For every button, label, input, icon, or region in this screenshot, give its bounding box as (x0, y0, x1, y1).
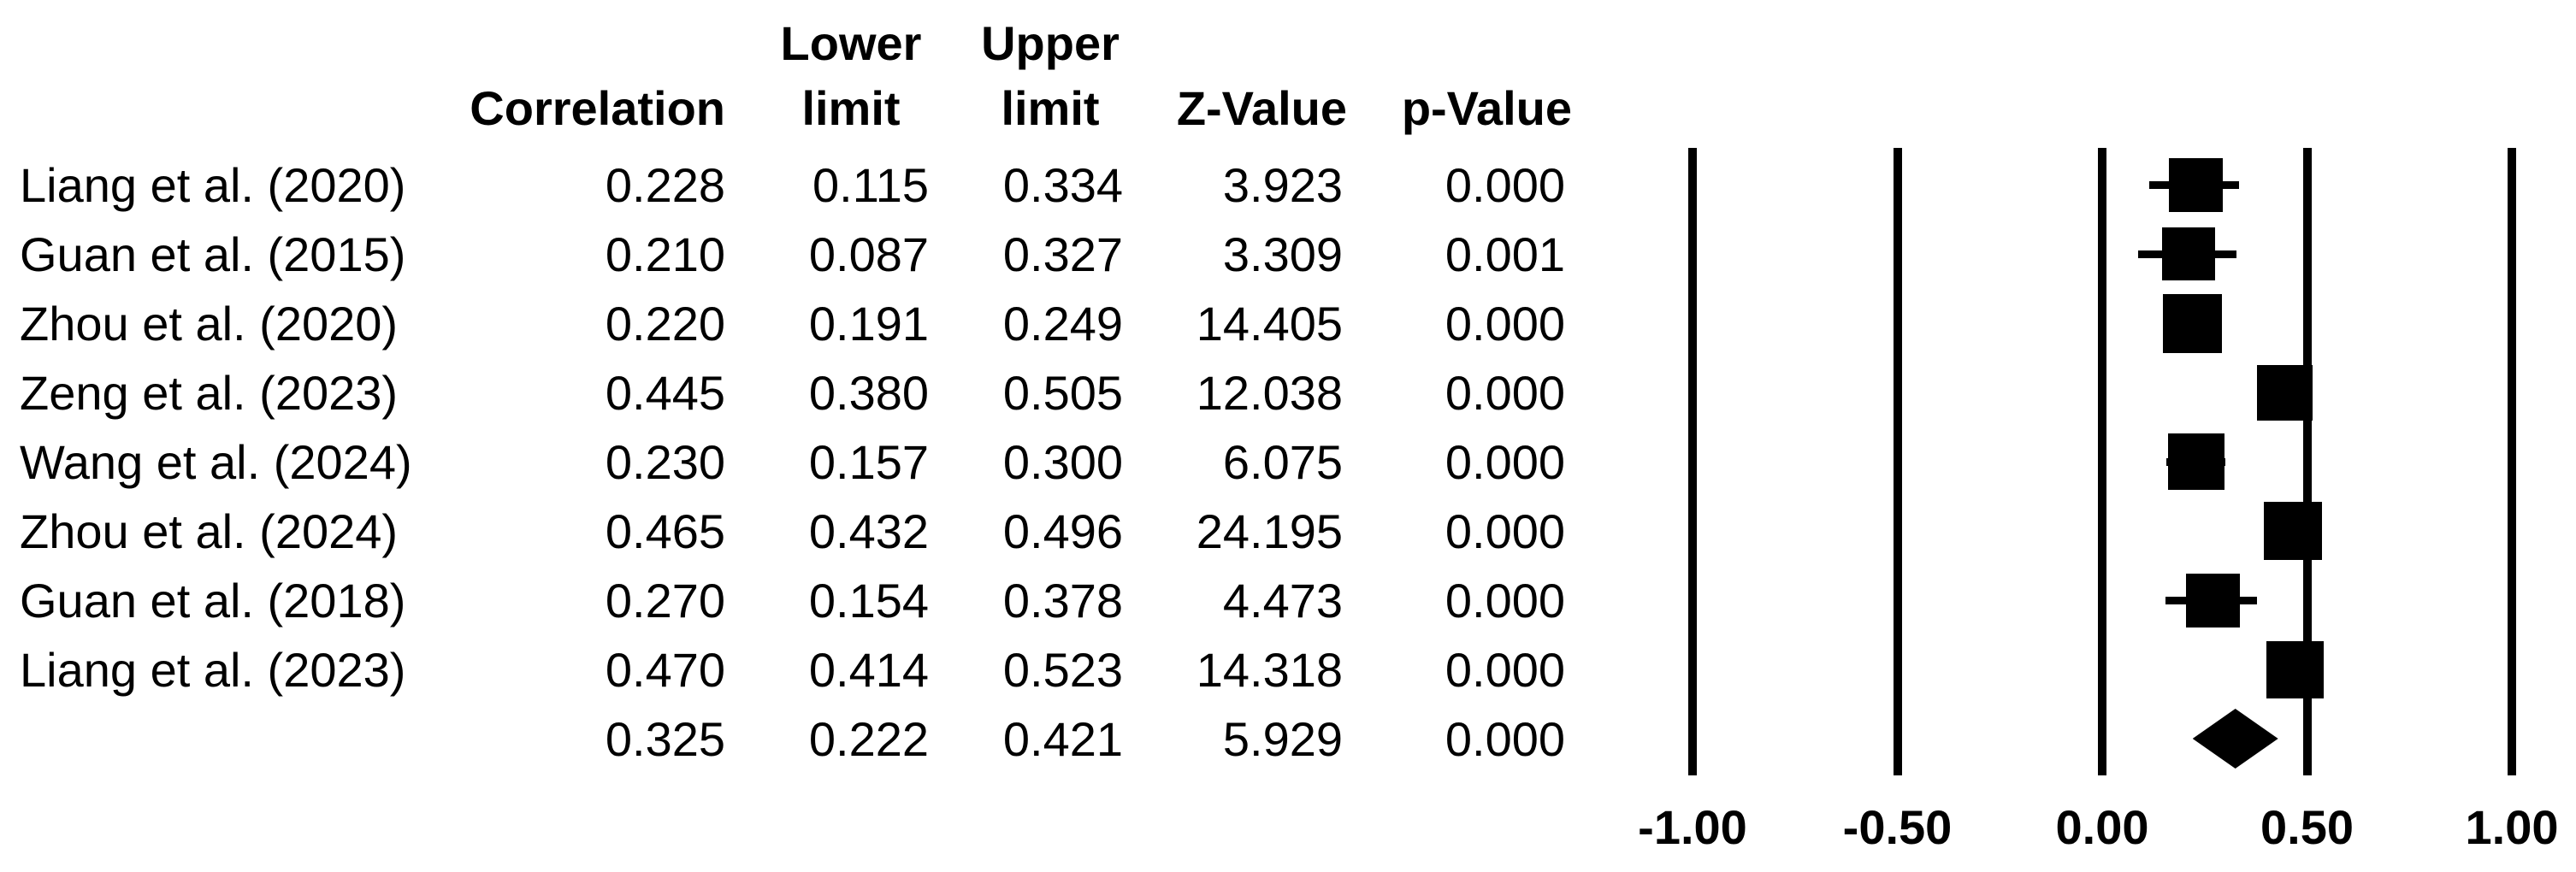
axis-gridline (2098, 148, 2106, 775)
z-value-cell: 24.195 (1196, 504, 1343, 558)
correlation-cell: 0.210 (605, 227, 725, 281)
lower-limit-cell: 0.115 (812, 157, 929, 212)
correlation-cell: 0.220 (605, 296, 725, 351)
effect-square (2168, 157, 2223, 212)
z-value-cell: 5.929 (1222, 711, 1343, 766)
effect-square (2168, 433, 2225, 490)
z-value-cell: 6.075 (1222, 434, 1343, 489)
z-value-cell: 14.318 (1196, 642, 1343, 697)
upper-limit-cell: 0.327 (1002, 227, 1123, 281)
axis-tick-label: -1.00 (1638, 800, 1747, 854)
column-header-correlation: Correlation (470, 81, 725, 135)
column-header-p-value: p-Value (1401, 81, 1572, 135)
column-header-lower: Lower (780, 16, 922, 70)
effect-square (2266, 640, 2324, 698)
study-label: Guan et al. (2018) (20, 573, 406, 627)
axis-gridline (2302, 148, 2312, 775)
upper-limit-cell: 0.421 (1002, 711, 1123, 766)
p-value-cell: 0.000 (1445, 296, 1565, 351)
lower-limit-cell: 0.380 (808, 365, 929, 420)
correlation-cell: 0.325 (605, 711, 725, 766)
p-value-cell: 0.000 (1445, 504, 1565, 558)
p-value-cell: 0.000 (1445, 573, 1565, 627)
axis-gridline (1893, 148, 1902, 775)
axis-tick-label: 0.50 (2260, 800, 2354, 854)
p-value-cell: 0.000 (1445, 642, 1565, 697)
effect-square (2162, 293, 2222, 353)
axis-tick-label: 0.00 (2055, 800, 2149, 854)
upper-limit-cell: 0.249 (1002, 296, 1123, 351)
column-header-upper-limit: limit (1001, 81, 1100, 135)
upper-limit-cell: 0.378 (1002, 573, 1123, 627)
effect-square (2263, 502, 2322, 560)
p-value-cell: 0.000 (1445, 711, 1565, 766)
lower-limit-cell: 0.191 (808, 296, 929, 351)
z-value-cell: 14.405 (1196, 296, 1343, 351)
column-header-upper: Upper (981, 16, 1120, 70)
upper-limit-cell: 0.300 (1002, 434, 1123, 489)
effect-square (2256, 364, 2313, 421)
column-header-z-value: Z-Value (1176, 81, 1347, 135)
upper-limit-cell: 0.523 (1002, 642, 1123, 697)
study-label: Zhou et al. (2024) (20, 504, 399, 558)
study-label: Guan et al. (2015) (20, 227, 406, 281)
study-label: Liang et al. (2023) (20, 642, 406, 697)
p-value-cell: 0.000 (1445, 157, 1565, 212)
study-label: Wang et al. (2024) (20, 434, 412, 489)
upper-limit-cell: 0.505 (1002, 365, 1123, 420)
p-value-cell: 0.001 (1445, 227, 1565, 281)
z-value-cell: 3.309 (1222, 227, 1343, 281)
p-value-cell: 0.000 (1445, 434, 1565, 489)
correlation-cell: 0.270 (605, 573, 725, 627)
lower-limit-cell: 0.157 (808, 434, 929, 489)
study-label: Liang et al. (2020) (20, 157, 406, 212)
correlation-cell: 0.470 (605, 642, 725, 697)
effect-square (2161, 227, 2215, 280)
column-header-lower-limit: limit (801, 81, 901, 135)
z-value-cell: 12.038 (1196, 365, 1343, 420)
p-value-cell: 0.000 (1445, 365, 1565, 420)
study-label: Zhou et al. (2020) (20, 296, 399, 351)
study-label: Zeng et al. (2023) (20, 365, 399, 420)
axis-tick-label: 1.00 (2465, 800, 2559, 854)
lower-limit-cell: 0.154 (808, 573, 929, 627)
lower-limit-cell: 0.414 (808, 642, 929, 697)
z-value-cell: 3.923 (1222, 157, 1343, 212)
lower-limit-cell: 0.222 (808, 711, 929, 766)
upper-limit-cell: 0.496 (1002, 504, 1123, 558)
lower-limit-cell: 0.087 (808, 227, 929, 281)
axis-tick-label: -0.50 (1842, 800, 1953, 854)
axis-gridline (2508, 148, 2516, 775)
lower-limit-cell: 0.432 (808, 504, 929, 558)
summary-diamond (2192, 709, 2278, 769)
correlation-cell: 0.445 (605, 365, 725, 420)
correlation-cell: 0.230 (605, 434, 725, 489)
upper-limit-cell: 0.334 (1002, 157, 1123, 212)
z-value-cell: 4.473 (1222, 573, 1343, 627)
correlation-cell: 0.228 (605, 157, 725, 212)
correlation-cell: 0.465 (605, 504, 725, 558)
axis-gridline (1688, 148, 1697, 775)
effect-square (2185, 573, 2240, 627)
